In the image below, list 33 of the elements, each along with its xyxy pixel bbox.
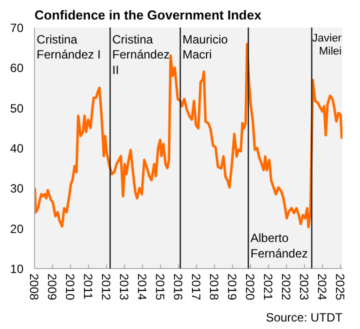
x-tick-label: 2022 <box>279 274 294 301</box>
x-tick-label: 2012 <box>99 274 114 301</box>
x-tick-label: 2019 <box>225 274 240 301</box>
band-label: Cristina Fernández II <box>112 32 170 78</box>
band-label: Javier Milei <box>312 32 342 58</box>
y-tick-label: 30 <box>10 182 24 196</box>
line-series <box>34 42 342 228</box>
y-tick-label: 40 <box>10 142 24 156</box>
x-tick-label: 2008 <box>27 274 41 301</box>
y-tick-label: 50 <box>10 101 24 116</box>
x-tick-label: 2014 <box>135 274 150 301</box>
y-tick-label: 60 <box>10 61 24 76</box>
chart-title: Confidence in the Government Index <box>34 8 262 22</box>
source-note: Source: UTDT <box>266 310 344 324</box>
x-tick-label: 2009 <box>45 274 59 301</box>
band-label: Mauricio Macri <box>182 32 228 62</box>
x-tick-label: 2018 <box>207 274 222 301</box>
y-tick-label: 10 <box>10 262 24 276</box>
x-tick-label: 2013 <box>117 274 132 301</box>
x-tick-label: 2017 <box>189 274 204 301</box>
x-tick-label: 2015 <box>153 274 168 301</box>
x-tick-label: 2011 <box>81 274 96 300</box>
x-tick-label: 2020 <box>243 274 258 301</box>
x-tick-label: 2024 <box>315 274 330 301</box>
x-tick-label: 2021 <box>261 274 276 301</box>
x-tick-label: 2010 <box>63 274 77 301</box>
x-tick-label: 2016 <box>171 274 186 301</box>
x-tick-label: 2025 <box>333 274 348 301</box>
band-label: Cristina Fernández I <box>36 32 101 62</box>
y-tick-label: 20 <box>10 222 24 236</box>
band-label: Alberto Fernández <box>250 231 308 260</box>
x-tick-label: 2023 <box>297 274 312 301</box>
y-tick-label: 70 <box>10 21 24 35</box>
